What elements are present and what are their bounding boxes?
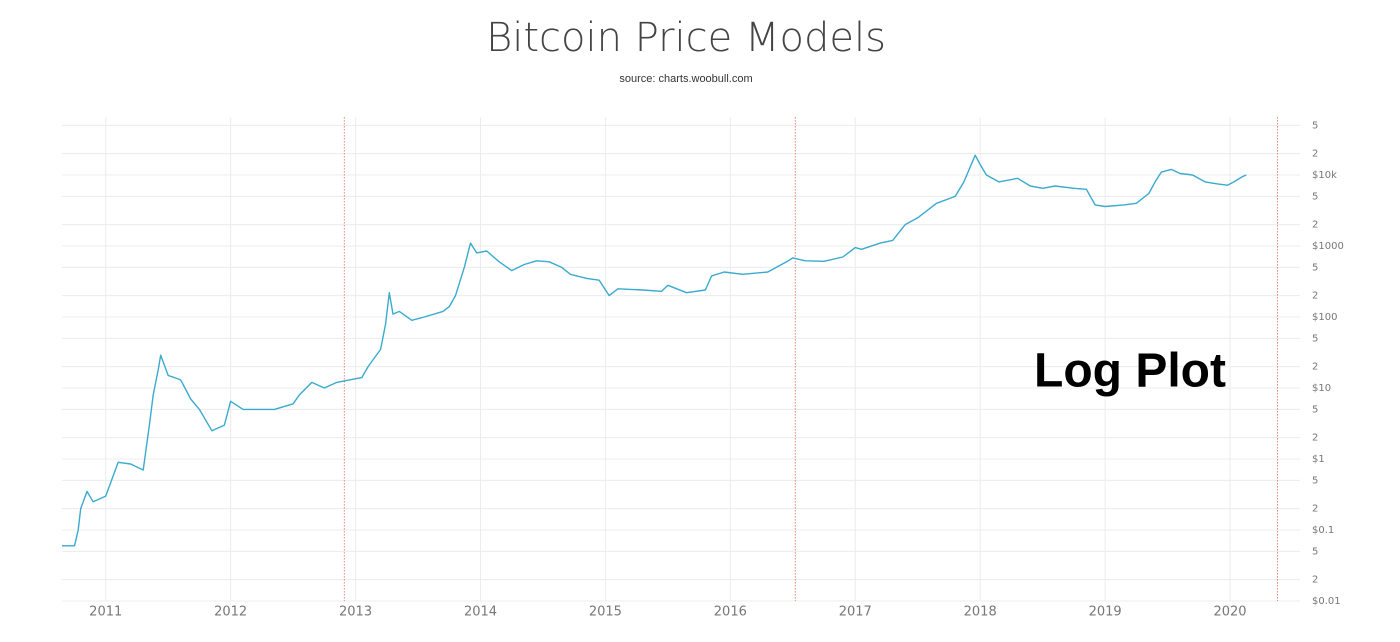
y-tick-label: 2 bbox=[1312, 504, 1318, 515]
y-tick-label: 5 bbox=[1312, 333, 1318, 344]
y-tick-label: 5 bbox=[1312, 475, 1318, 486]
y-tick-label: 2 bbox=[1312, 291, 1318, 302]
y-tick-label: $1000 bbox=[1312, 241, 1344, 252]
x-tick-label: 2011 bbox=[89, 605, 122, 620]
x-tick-label: 2020 bbox=[1213, 605, 1246, 620]
y-tick-label: 2 bbox=[1312, 149, 1318, 160]
y-tick-label: 5 bbox=[1312, 120, 1318, 131]
y-tick-label: $10k bbox=[1312, 170, 1337, 181]
chart-title: Bitcoin Price Models bbox=[486, 15, 886, 61]
y-tick-label: 5 bbox=[1312, 262, 1318, 273]
y-tick-label: 5 bbox=[1312, 191, 1318, 202]
x-tick-label: 2017 bbox=[839, 605, 872, 620]
x-tick-label: 2013 bbox=[339, 605, 372, 620]
y-tick-label: $100 bbox=[1312, 312, 1337, 323]
y-tick-label: 2 bbox=[1312, 575, 1318, 586]
y-tick-label: $1 bbox=[1312, 454, 1325, 465]
x-tick-label: 2018 bbox=[964, 605, 997, 620]
x-tick-label: 2019 bbox=[1089, 605, 1122, 620]
y-tick-label: 5 bbox=[1312, 404, 1318, 415]
chart-subtitle: source: charts.woobull.com bbox=[619, 73, 752, 85]
y-tick-label: $0.1 bbox=[1312, 525, 1334, 536]
y-tick-label: $0.01 bbox=[1312, 596, 1341, 607]
annotation: Log Plot bbox=[1034, 345, 1226, 398]
y-tick-label: $10 bbox=[1312, 383, 1331, 394]
x-tick-label: 2015 bbox=[589, 605, 622, 620]
y-tick-label: 5 bbox=[1312, 546, 1318, 557]
y-tick-label: 2 bbox=[1312, 433, 1318, 444]
price-line bbox=[62, 154, 1247, 547]
x-tick-label: 2016 bbox=[714, 605, 747, 620]
x-tick-label: 2014 bbox=[464, 605, 497, 620]
x-tick-label: 2012 bbox=[214, 605, 247, 620]
y-tick-label: 2 bbox=[1312, 220, 1318, 231]
y-tick-label: 2 bbox=[1312, 362, 1318, 373]
